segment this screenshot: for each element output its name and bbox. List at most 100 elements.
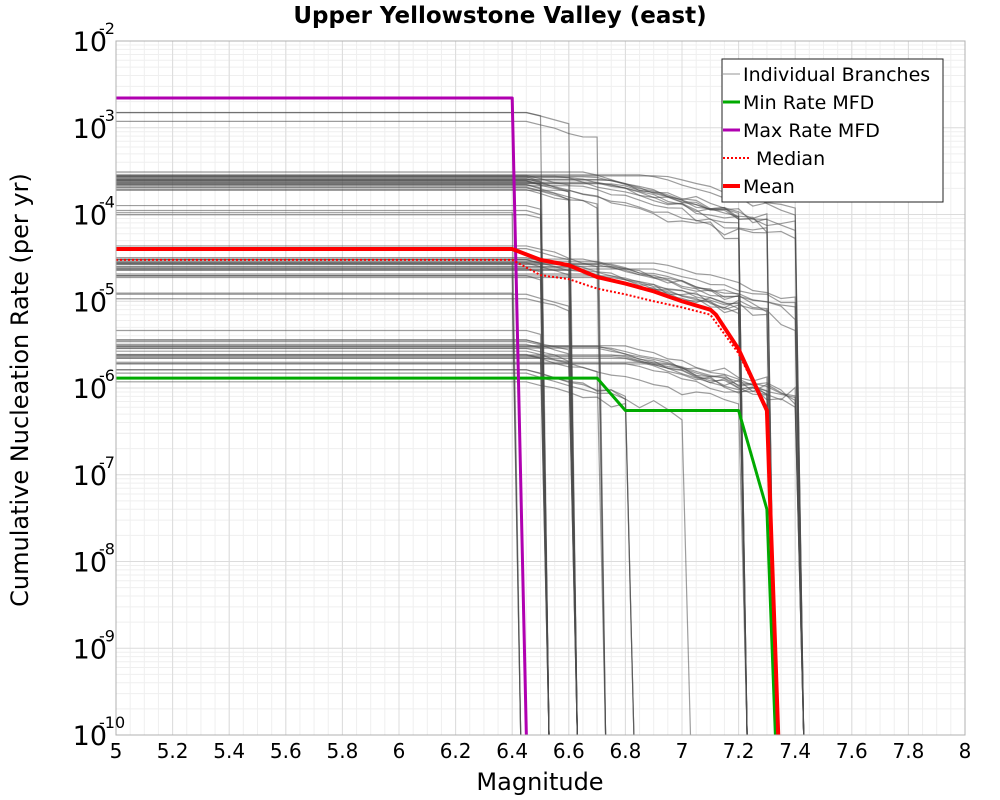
- y-tick-base: 10: [73, 461, 107, 492]
- branch-line: [116, 298, 578, 736]
- y-tick-exponent: -7: [99, 453, 115, 472]
- branch-line: [116, 212, 522, 736]
- x-tick-label: 5.8: [326, 739, 358, 763]
- y-tick-exponent: -6: [99, 366, 115, 385]
- y-tick-exponent: -10: [99, 713, 125, 732]
- x-tick-label: 5: [110, 739, 123, 763]
- branch-line: [116, 187, 578, 736]
- legend-item: Max Rate MFD: [723, 120, 880, 142]
- chart-title: Upper Yellowstone Valley (east): [293, 3, 706, 29]
- plot-frame: [115, 40, 966, 736]
- branch-line: [116, 292, 522, 736]
- y-tick-label: 10-9: [73, 626, 115, 665]
- branch-line: [116, 275, 522, 736]
- branch-line: [116, 181, 805, 736]
- y-tick-base: 10: [73, 374, 107, 405]
- x-axis-label: Magnitude: [476, 768, 603, 796]
- branch-line: [116, 343, 550, 736]
- legend-item: Individual Branches: [723, 64, 930, 86]
- x-tick-label: 6.6: [553, 739, 585, 763]
- branch-line: [116, 180, 578, 736]
- branch-line: [116, 189, 578, 736]
- x-tick-label: 7: [676, 739, 689, 763]
- mean-line: [116, 247, 781, 736]
- y-axis-label: Cumulative Nucleation Rate (per yr): [6, 173, 34, 607]
- branch-line: [116, 177, 748, 736]
- legend-label: Individual Branches: [743, 64, 930, 86]
- legend-item: Min Rate MFD: [723, 92, 874, 114]
- y-tick-label: 10-6: [73, 366, 115, 405]
- legend-label: Min Rate MFD: [743, 92, 874, 114]
- x-tick-label: 5.6: [270, 739, 302, 763]
- branch-line: [116, 185, 776, 736]
- y-tick-label: 10-4: [73, 193, 115, 232]
- y-tick-exponent: -8: [99, 540, 115, 559]
- branch-line: [116, 175, 748, 736]
- y-tick-base: 10: [73, 27, 107, 58]
- branch-line: [116, 345, 805, 736]
- branch-line: [116, 258, 748, 736]
- x-tick-label: 5.2: [157, 739, 189, 763]
- branch-line: [116, 293, 578, 736]
- y-axis-ticks: 10-210-310-410-510-610-710-810-910-10: [73, 19, 126, 752]
- y-tick-label: 10-8: [73, 540, 115, 579]
- branch-line: [116, 361, 805, 736]
- y-tick-exponent: -2: [99, 19, 115, 38]
- branch-line: [116, 347, 805, 736]
- legend-label: Median: [756, 148, 825, 170]
- individual-branches: [116, 111, 805, 736]
- branch-line: [116, 263, 522, 736]
- legend-box: [721, 58, 944, 203]
- x-tick-label: 8: [959, 739, 972, 763]
- x-tick-label: 6.4: [496, 739, 528, 763]
- branch-line: [116, 204, 550, 736]
- legend: Individual Branches Min Rate MFD Max Rate …: [721, 58, 944, 203]
- branch-line: [116, 260, 805, 736]
- x-tick-label: 6: [393, 739, 406, 763]
- x-tick-label: 7.6: [836, 739, 868, 763]
- y-tick-label: 10-5: [73, 279, 115, 318]
- branch-line: [116, 350, 578, 736]
- branch-line: [116, 111, 550, 736]
- max-rate-mfd-line: [116, 96, 528, 736]
- y-tick-label: 10-2: [73, 19, 115, 58]
- legend-label: Mean: [743, 176, 795, 198]
- branch-line: [116, 266, 805, 736]
- y-tick-base: 10: [73, 287, 107, 318]
- legend-label: Max Rate MFD: [743, 120, 880, 142]
- y-tick-exponent: -5: [99, 279, 115, 298]
- x-tick-label: 7.8: [892, 739, 924, 763]
- y-tick-base: 10: [73, 548, 107, 579]
- y-tick-exponent: -4: [99, 193, 115, 212]
- branch-line: [116, 267, 550, 736]
- branch-line: [116, 356, 805, 736]
- branch-line: [116, 372, 692, 736]
- x-tick-label: 6.8: [609, 739, 641, 763]
- y-tick-base: 10: [73, 634, 107, 665]
- x-tick-label: 6.2: [440, 739, 472, 763]
- x-tick-label: 7.2: [723, 739, 755, 763]
- y-tick-base: 10: [73, 114, 107, 145]
- branch-line: [116, 120, 607, 736]
- branch-line: [116, 262, 578, 736]
- branch-line: [116, 354, 776, 736]
- branch-line: [116, 209, 550, 736]
- x-tick-label: 5.4: [213, 739, 245, 763]
- x-tick-label: 7.4: [779, 739, 811, 763]
- branch-line: [116, 341, 578, 736]
- branch-line: [116, 276, 805, 736]
- branch-line: [116, 345, 776, 736]
- branch-line: [116, 264, 776, 736]
- y-tick-base: 10: [73, 201, 107, 232]
- summary-lines: [116, 96, 781, 736]
- branch-line: [116, 214, 550, 736]
- x-axis-ticks: 5 5.2 5.4 5.6 5.8 6 6.2 6.4 6.6 6.8 7 7.2 7.4 7.6 7.8 8: [110, 739, 972, 763]
- branch-line: [116, 182, 748, 736]
- branch-line: [116, 381, 635, 736]
- y-tick-exponent: -3: [99, 106, 115, 125]
- branch-line: [116, 339, 578, 736]
- y-tick-label: 10-7: [73, 453, 115, 492]
- y-tick-label: 10-3: [73, 106, 115, 145]
- branch-line: [116, 256, 550, 736]
